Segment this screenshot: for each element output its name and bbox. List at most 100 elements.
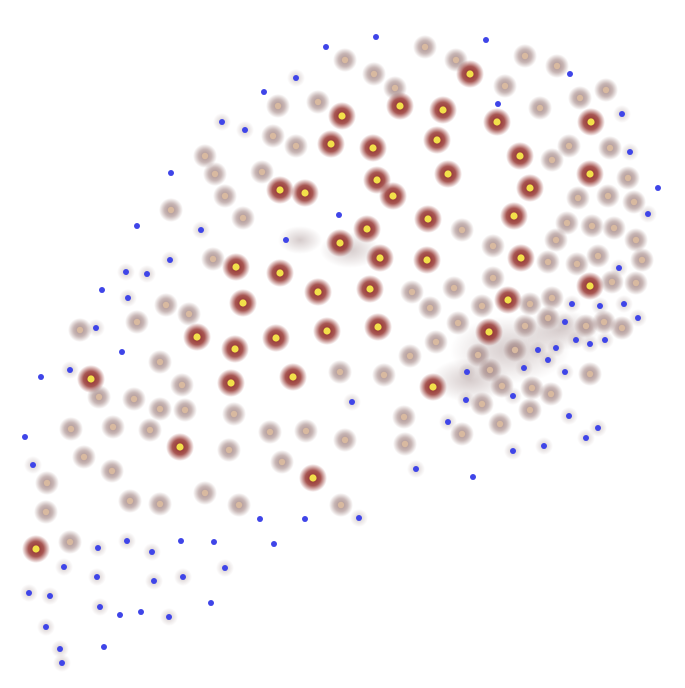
cell-center-yellow: [323, 327, 331, 335]
cell-center-blue: [134, 223, 140, 229]
cell-center-pale: [478, 302, 486, 310]
cell-center-pale: [408, 288, 416, 296]
cell-center-blue: [521, 365, 527, 371]
cell-center-blue: [583, 435, 589, 441]
cell-center-pale: [43, 479, 51, 487]
cell-center-blue: [562, 319, 568, 325]
cell-center-blue: [595, 425, 601, 431]
cell-center-pale: [608, 278, 616, 286]
cell-center-blue: [535, 347, 541, 353]
cell-center-pale: [239, 214, 247, 222]
cell-center-pale: [67, 425, 75, 433]
cell-center-blue: [655, 185, 661, 191]
cell-center-blue: [149, 549, 155, 555]
cell-center-yellow: [193, 333, 201, 341]
cell-center-pale: [133, 318, 141, 326]
cell-center-blue: [597, 303, 603, 309]
cell-center-blue: [464, 369, 470, 375]
cell-center-pale: [406, 352, 414, 360]
cell-center-blue: [510, 448, 516, 454]
cell-center-pale: [162, 301, 170, 309]
cell-center-blue: [573, 337, 579, 343]
cell-center-pale: [576, 94, 584, 102]
cell-center-blue: [562, 369, 568, 375]
cell-center-pale: [498, 382, 506, 390]
cell-center-pale: [76, 326, 84, 334]
cell-center-yellow: [433, 136, 441, 144]
cell-center-pale: [536, 104, 544, 112]
cell-center-blue: [168, 170, 174, 176]
cell-center-blue: [302, 516, 308, 522]
cell-center-yellow: [439, 106, 447, 114]
cell-center-blue: [619, 111, 625, 117]
cell-center-pale: [230, 410, 238, 418]
cell-center-pale: [602, 86, 610, 94]
haze-blob: [278, 226, 322, 254]
cell-center-blue: [293, 75, 299, 81]
cell-center-yellow: [444, 170, 452, 178]
cell-center-pale: [588, 222, 596, 230]
cell-center-pale: [565, 142, 573, 150]
cell-center-pale: [302, 427, 310, 435]
cell-center-blue: [495, 101, 501, 107]
cell-center-yellow: [517, 254, 525, 262]
cell-center-pale: [478, 400, 486, 408]
cell-center-blue: [138, 609, 144, 615]
cell-center-blue: [167, 257, 173, 263]
cell-center-blue: [261, 89, 267, 95]
cell-center-pale: [266, 428, 274, 436]
cell-center-blue: [271, 541, 277, 547]
cell-center-yellow: [516, 152, 524, 160]
cell-center-yellow: [32, 545, 40, 553]
cell-center-blue: [93, 325, 99, 331]
cell-center-pale: [610, 224, 618, 232]
cell-center-yellow: [366, 285, 374, 293]
cell-center-blue: [99, 287, 105, 293]
cell-center-yellow: [309, 474, 317, 482]
cell-center-pale: [501, 82, 509, 90]
cell-center-pale: [600, 318, 608, 326]
cell-center-blue: [587, 341, 593, 347]
cell-center-yellow: [327, 140, 335, 148]
cell-center-yellow: [369, 144, 377, 152]
cell-center-pale: [632, 279, 640, 287]
cell-center-yellow: [336, 239, 344, 247]
cell-center-pale: [269, 132, 277, 140]
cell-center-yellow: [504, 296, 512, 304]
cell-centers: [22, 34, 661, 666]
cell-center-pale: [432, 338, 440, 346]
cell-center-pale: [201, 489, 209, 497]
cell-center-yellow: [176, 443, 184, 451]
cell-center-pale: [380, 371, 388, 379]
cell-center-pale: [341, 56, 349, 64]
cell-center-blue: [117, 612, 123, 618]
cell-center-pale: [401, 440, 409, 448]
cell-center-blue: [356, 515, 362, 521]
cell-center-blue: [545, 357, 551, 363]
cell-center-yellow: [227, 379, 235, 387]
cell-center-blue: [180, 574, 186, 580]
cell-center-pale: [221, 192, 229, 200]
cell-center-pale: [292, 142, 300, 150]
cell-center-pale: [336, 368, 344, 376]
cell-center-yellow: [314, 288, 322, 296]
cell-center-blue: [445, 419, 451, 425]
cell-center-blue: [569, 301, 575, 307]
cell-center-pale: [489, 274, 497, 282]
cell-center-pale: [400, 413, 408, 421]
cell-center-pale: [618, 324, 626, 332]
cell-center-pale: [126, 497, 134, 505]
cell-center-pale: [209, 255, 217, 263]
cell-center-pale: [552, 236, 560, 244]
cell-center-blue: [151, 578, 157, 584]
cell-center-blue: [101, 644, 107, 650]
cell-center-blue: [123, 269, 129, 275]
cell-center-blue: [373, 34, 379, 40]
cell-center-yellow: [485, 328, 493, 336]
cell-center-pale: [458, 226, 466, 234]
cell-center-blue: [198, 227, 204, 233]
cell-center-blue: [645, 211, 651, 217]
cell-center-pale: [274, 102, 282, 110]
cell-center-pale: [563, 219, 571, 227]
cell-center-yellow: [389, 192, 397, 200]
